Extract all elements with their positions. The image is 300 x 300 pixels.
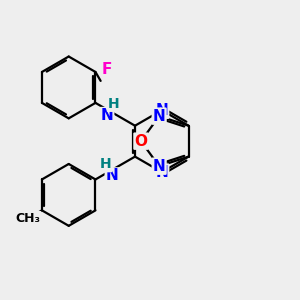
Text: N: N (106, 168, 118, 183)
Text: N: N (153, 109, 166, 124)
Text: N: N (100, 108, 113, 123)
Text: H: H (100, 157, 111, 171)
Text: N: N (155, 103, 168, 118)
Text: N: N (155, 165, 168, 180)
Text: N: N (153, 159, 166, 174)
Text: O: O (134, 134, 148, 149)
Text: F: F (102, 61, 112, 76)
Text: CH₃: CH₃ (15, 212, 41, 225)
Text: H: H (108, 97, 119, 111)
